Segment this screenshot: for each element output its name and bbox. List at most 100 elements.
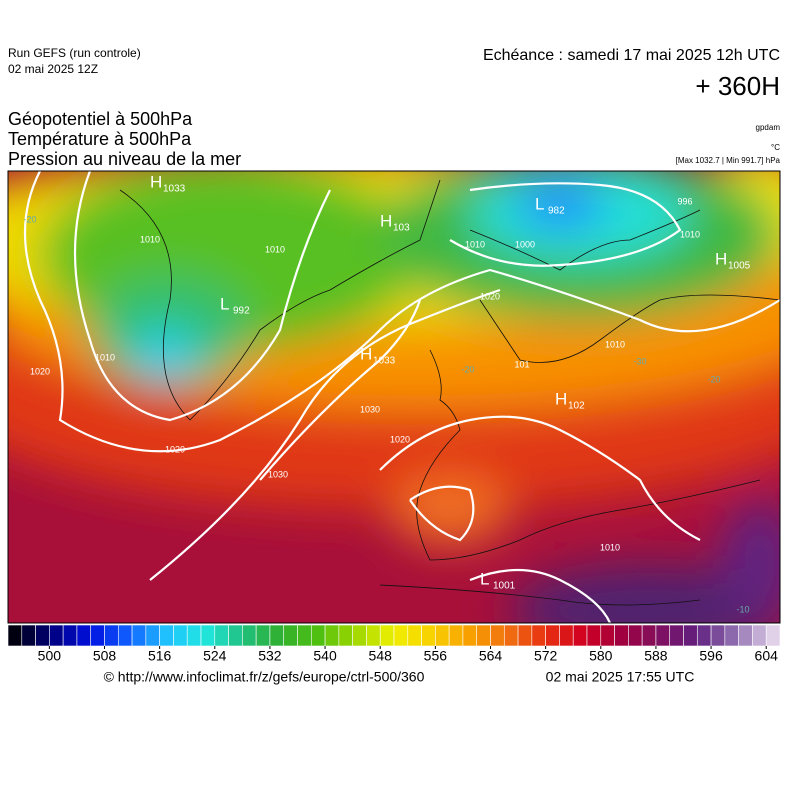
colorbar-swatch: [49, 624, 64, 647]
run-date: 02 mai 2025 12Z: [8, 62, 98, 76]
pressure-center-value: 1033: [163, 184, 186, 195]
colorbar-swatch: [600, 624, 615, 647]
coastlines: [119, 179, 780, 606]
colorbar-swatch: [517, 624, 533, 647]
colorbar-swatch: [448, 624, 464, 647]
pressure-center-value: 1033: [373, 356, 396, 367]
colorbar-tick-label: 524: [203, 648, 227, 664]
isobar-label: 1000: [515, 239, 535, 249]
colorbar-swatch: [324, 624, 340, 647]
colorbar-swatch: [173, 624, 188, 647]
field-name: Pression au niveau de la mer: [8, 149, 241, 169]
pressure-center-kind: H: [360, 344, 372, 363]
colorbar-swatch: [545, 624, 560, 647]
colorbar-swatch: [35, 624, 50, 647]
colorbar-swatch: [352, 624, 367, 647]
pressure-center-value: 102: [568, 401, 585, 412]
field-name: Géopotentiel à 500hPa: [8, 109, 193, 129]
colorbar-swatch: [379, 624, 395, 647]
colorbar-tick-label: 532: [258, 648, 282, 664]
colorbar-swatch: [214, 624, 229, 647]
colorbar-swatch: [186, 624, 202, 647]
isobar-label: 1010: [465, 239, 485, 249]
pressure-center-kind: L: [480, 569, 489, 588]
unit: [Max 1032.7 | Min 991.7] hPa: [676, 156, 781, 165]
temperature-label: -30: [633, 356, 646, 366]
pressure-center-kind: H: [555, 389, 567, 408]
colorbar-tick-label: 500: [38, 648, 62, 664]
colorbar-tick-label: 596: [699, 648, 723, 664]
isobar-label: 1030: [268, 469, 288, 479]
pressure-center-kind: H: [380, 211, 392, 230]
temperature-label: -20: [461, 364, 474, 374]
colorbar-swatch: [503, 624, 519, 647]
isobar-label: 996: [677, 196, 692, 206]
colorbar-swatch: [310, 624, 326, 647]
colorbar-swatch: [586, 624, 602, 647]
colorbar-swatch: [159, 624, 174, 647]
colorbar-swatch: [462, 624, 478, 647]
colorbar-tick-label: 580: [589, 648, 613, 664]
colorbar-swatch: [435, 624, 450, 647]
colorbar-swatch: [531, 624, 546, 647]
colorbar-tick-label: 508: [93, 648, 117, 664]
colorbar-swatch: [62, 624, 78, 647]
lead-time: + 360H: [695, 71, 780, 101]
colorbar-swatch: [255, 624, 271, 647]
colorbar-tick-label: 564: [479, 648, 503, 664]
colorbar-swatch: [710, 624, 726, 647]
pressure-center-kind: L: [535, 194, 544, 213]
colorbar-swatch: [752, 624, 767, 647]
colorbar-swatch: [200, 624, 216, 647]
colorbar-tick-label: 556: [424, 648, 448, 664]
colorbar-swatch: [407, 624, 422, 647]
colorbar-swatch: [90, 624, 105, 647]
colorbar: 500 508 516 524 532 540 548 556 564 572 580 588 596 6…: [7, 624, 781, 664]
isobar-label: 1020: [390, 434, 410, 444]
colorbar-swatch: [421, 624, 436, 647]
colorbar-swatch: [338, 624, 353, 647]
colorbar-swatch: [655, 624, 671, 647]
generated-time: 02 mai 2025 17:55 UTC: [546, 669, 695, 685]
isobar-label: 1010: [140, 234, 160, 244]
colorbar-swatch: [21, 624, 36, 647]
colorbar-swatch: [393, 624, 409, 647]
colorbar-swatch: [283, 624, 298, 647]
isobar-label: 1010: [95, 352, 115, 362]
colorbar-swatch: [572, 624, 588, 647]
isobar-label: 1020: [165, 444, 185, 454]
temperature-label: -10: [736, 604, 749, 614]
colorbar-swatch: [696, 624, 712, 647]
pressure-center-kind: H: [715, 249, 727, 268]
isobar-label: 1010: [605, 339, 625, 349]
colorbar-tick-label: 540: [313, 648, 337, 664]
colorbar-swatch: [297, 624, 312, 647]
colorbar-swatch: [614, 624, 629, 647]
isobar-label: 1010: [600, 542, 620, 552]
pressure-center-value: 1005: [728, 261, 751, 272]
field-shading: [8, 171, 780, 623]
colorbar-swatch: [628, 624, 643, 647]
run-name: Run GEFS (run controle): [8, 46, 141, 60]
pressure-center-kind: L: [220, 294, 229, 313]
isobar-label: 1010: [265, 244, 285, 254]
colorbar-swatch: [683, 624, 698, 647]
valid-time: Echéance : samedi 17 mai 2025 12h UTC: [483, 47, 780, 64]
isobars: [23, 171, 780, 623]
colorbar-tick-label: 516: [148, 648, 172, 664]
pressure-center-value: 982: [548, 206, 565, 217]
colorbar-swatch: [76, 624, 92, 647]
pressure-center-kind: H: [150, 172, 162, 191]
colorbar-swatch: [476, 624, 491, 647]
colorbar-swatch: [228, 624, 243, 647]
source-url: © http://www.infoclimat.fr/z/gefs/europe…: [104, 669, 425, 685]
isobar-label: 101: [514, 359, 529, 369]
colorbar-swatch: [641, 624, 657, 647]
colorbar-swatch: [724, 624, 739, 647]
temperature-label: -20: [23, 214, 36, 224]
isobar-label: 1010: [680, 229, 700, 239]
pressure-center-value: 103: [393, 223, 410, 234]
isobar-label: 1020: [480, 291, 500, 301]
